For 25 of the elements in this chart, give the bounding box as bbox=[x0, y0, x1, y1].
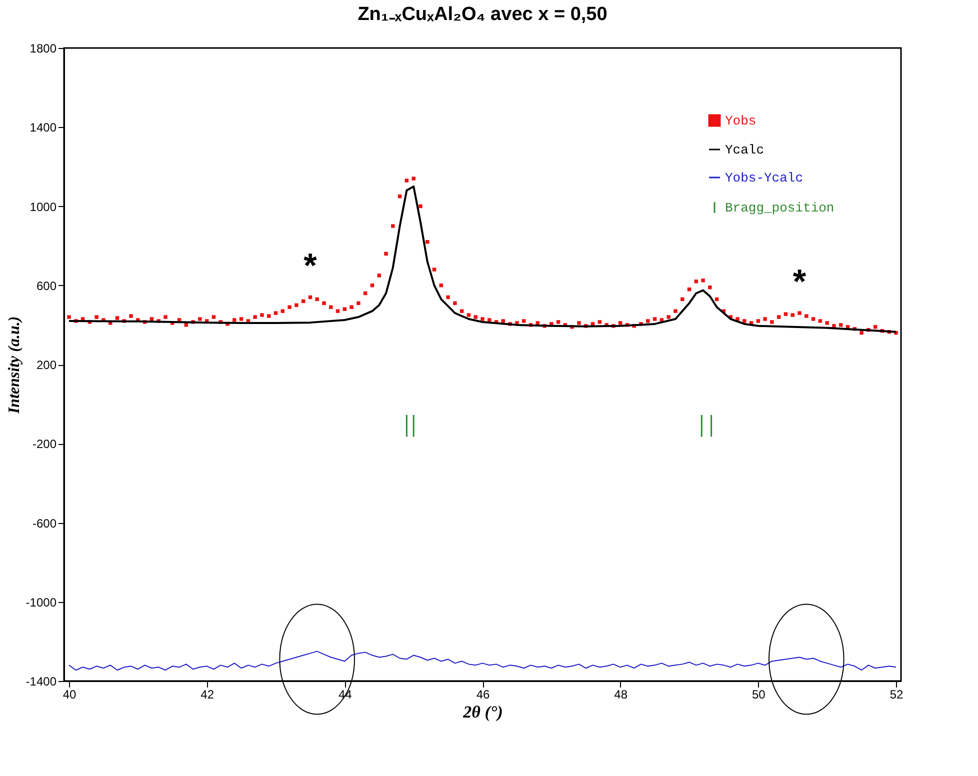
y-tick-label: 200 bbox=[36, 358, 57, 372]
y-tick-label: 600 bbox=[36, 278, 57, 293]
line-series bbox=[68, 650, 896, 671]
y-tick-label: -1400 bbox=[26, 674, 57, 688]
x-tick-label: 48 bbox=[614, 688, 628, 702]
chart-title: Zn₁₋ₓCuₓAl₂O₄ avec x = 0,50 bbox=[358, 4, 608, 25]
x-tick-label: 42 bbox=[200, 688, 214, 702]
y-axis-title: Intensity (a.u.) bbox=[6, 316, 23, 415]
y-tick-label: 1800 bbox=[30, 42, 57, 56]
y-tick-label: -1000 bbox=[26, 595, 57, 610]
legend-label: Bragg_position bbox=[725, 200, 834, 216]
legend-label: Yobs bbox=[725, 114, 756, 128]
x-tick-label: 46 bbox=[476, 688, 490, 702]
annotation: * bbox=[304, 247, 318, 286]
y-tick-label: 1000 bbox=[30, 200, 57, 214]
y-tick-label: -600 bbox=[32, 516, 57, 530]
x-axis-title: 2θ (°) bbox=[462, 702, 503, 722]
legend-label: Yobs-Ycalc bbox=[725, 170, 804, 186]
y-tick-label: -200 bbox=[32, 437, 57, 452]
x-tick-label: 40 bbox=[62, 688, 76, 702]
x-tick-label: 50 bbox=[752, 688, 766, 702]
y-tick-label: 1400 bbox=[30, 120, 57, 135]
annotation: * bbox=[792, 263, 807, 302]
legend-label: Ycalc bbox=[725, 142, 764, 158]
x-tick-label: 52 bbox=[890, 688, 904, 702]
